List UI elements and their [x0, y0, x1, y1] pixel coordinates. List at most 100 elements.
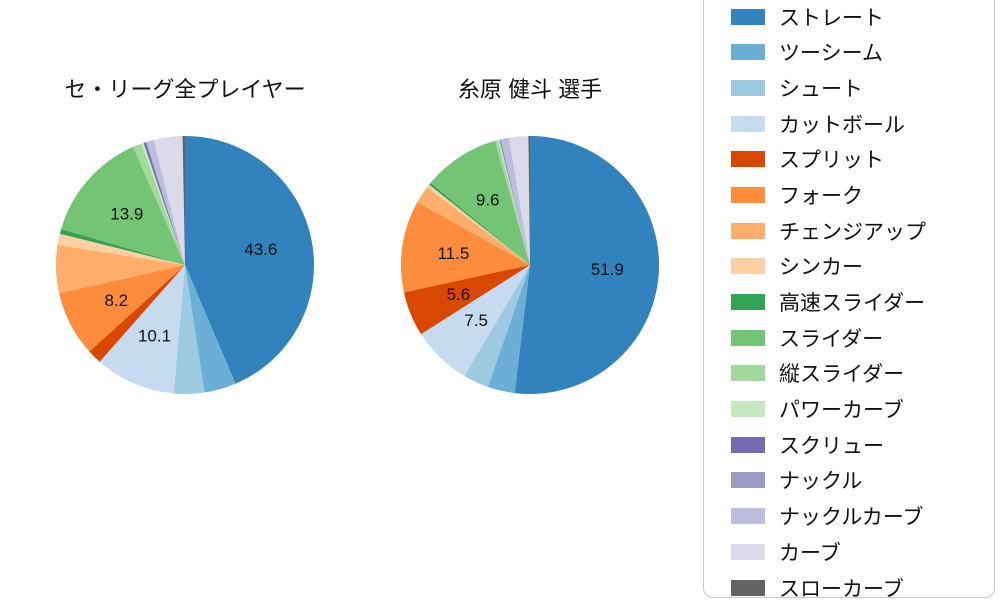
pie-slice-8 [59, 229, 185, 265]
pie-slice-2 [464, 265, 530, 387]
legend-label-9: スライダー [779, 327, 884, 351]
legend-item-14: ナックルカーブ [731, 505, 986, 529]
pie-slice-8 [429, 182, 530, 265]
legend-item-10: 縦スライダー [731, 362, 986, 386]
legend-item-6: チェンジアップ [731, 219, 986, 244]
pie-value-label-3: 7.5 [464, 311, 488, 330]
legend-swatch-15 [731, 543, 765, 560]
pie-slice-10 [494, 140, 530, 265]
legend-item-1: ツーシーム [731, 41, 986, 65]
legend-item-9: スライダー [731, 326, 986, 351]
legend-label-1: ツーシーム [779, 42, 883, 66]
legend-label-3: カットボール [779, 113, 905, 137]
pie-slice-15 [509, 136, 530, 265]
legend-label-5: フォーク [779, 184, 863, 208]
pie-slice-5 [59, 265, 185, 352]
legend-swatch-11 [731, 401, 765, 418]
pie-value-label-0: 51.9 [591, 260, 624, 279]
pie-slice-16 [528, 136, 530, 265]
pie-value-label-9: 9.6 [476, 191, 500, 210]
legend: ストレートツーシームシュートカットボール スプリットフォークチェンジアップ シンカー… [703, 0, 995, 600]
pie-slice-9 [61, 146, 186, 265]
pie-slice-13 [145, 141, 185, 265]
pie-value-label-9: 13.9 [110, 205, 143, 224]
pie-slice-10 [133, 143, 185, 265]
pie-chart-league: 43.6 10.1 8.2 13.9 [56, 135, 315, 395]
legend-label-4: スプリット [779, 149, 884, 173]
pie-slice-7 [57, 233, 186, 265]
legend-swatch-8 [731, 294, 765, 310]
pie-slice-4 [403, 265, 530, 335]
pie-value-label-5: 11.5 [437, 244, 469, 263]
legend-label-2: シュート [779, 77, 863, 101]
pie-slice-14 [146, 139, 185, 265]
pie-slice-5 [400, 202, 530, 293]
legend-label-8: 高速スライダー [779, 292, 926, 315]
legend-swatch-13 [731, 472, 765, 489]
legend-label-15: カーブ [779, 541, 841, 565]
legend-item-7: シンカー [731, 255, 986, 279]
pie-slice-11 [141, 142, 185, 265]
pie-slice-2 [173, 265, 205, 395]
legend-swatch-5 [731, 186, 765, 203]
pie-slice-15 [153, 136, 185, 265]
pie-value-label-5: 8.2 [104, 291, 128, 310]
legend-item-4: スプリット [731, 148, 986, 172]
legend-item-3: カットボール [731, 112, 986, 137]
legend-label-16: スローカーブ [779, 577, 904, 600]
pie-slice-6 [417, 187, 530, 265]
pie-chart-player: 51.9 7.5 5.6 11.5 9.6 [400, 136, 660, 394]
legend-item-8: 高速スライダー [731, 291, 986, 315]
legend-swatch-14 [731, 508, 765, 525]
legend-label-10: 縦スライダー [779, 363, 905, 387]
legend-label-12: スクリュー [779, 434, 884, 458]
pie-slice-9 [430, 140, 530, 265]
legend-item-2: シュート [731, 76, 986, 101]
pie-slice-6 [56, 244, 185, 294]
pie-slice-0 [185, 136, 315, 384]
legend-label-7: シンカー [779, 256, 863, 280]
pie-slice-13 [500, 139, 530, 265]
pie-slice-12 [143, 142, 185, 265]
pie-slice-7 [427, 184, 530, 265]
legend-label-6: チェンジアップ [779, 220, 926, 244]
pie-slice-14 [501, 137, 530, 265]
legend-swatch-2 [731, 79, 765, 96]
legend-item-15: カーブ [731, 540, 986, 565]
chart-title-player: 糸原 健斗 選手 [457, 77, 603, 102]
legend-swatch-7 [731, 258, 765, 275]
pie-slice-3 [99, 265, 185, 394]
legend-label-11: パワーカーブ [779, 399, 904, 423]
legend-swatch-16 [731, 579, 765, 596]
legend-item-16: スローカーブ [731, 576, 986, 600]
legend-swatch-12 [731, 436, 765, 453]
pie-slice-4 [89, 265, 185, 362]
legend-item-12: スクリュー [731, 433, 986, 458]
legend-swatch-1 [731, 44, 765, 61]
pie-slice-1 [487, 265, 530, 394]
legend-swatch-4 [731, 151, 765, 168]
pie-slice-12 [499, 139, 530, 265]
pie-slice-1 [185, 265, 236, 393]
pie-slice-3 [421, 265, 530, 377]
pie-value-label-3: 10.1 [138, 327, 171, 346]
legend-swatch-0 [731, 8, 765, 25]
legend-swatch-9 [731, 329, 765, 346]
pie-slice-0 [514, 136, 660, 394]
legend-item-0: ストレート [731, 5, 986, 30]
pie-slice-11 [497, 139, 530, 265]
legend-item-5: フォーク [731, 183, 986, 208]
legend-label-13: ナックル [779, 470, 863, 494]
legend-label-14: ナックルカーブ [779, 506, 924, 530]
legend-swatch-6 [731, 222, 765, 239]
chart-title-league: セ・リーグ全プレイヤー [64, 77, 306, 102]
legend-item-11: パワーカーブ [731, 398, 986, 422]
pie-slice-16 [182, 135, 185, 265]
legend-label-0: ストレート [779, 6, 884, 30]
legend-swatch-10 [731, 365, 765, 382]
pie-value-label-0: 43.6 [244, 240, 277, 259]
legend-item-13: ナックル [731, 469, 986, 493]
legend-swatch-3 [731, 115, 765, 132]
pie-value-label-4: 5.6 [447, 285, 471, 304]
